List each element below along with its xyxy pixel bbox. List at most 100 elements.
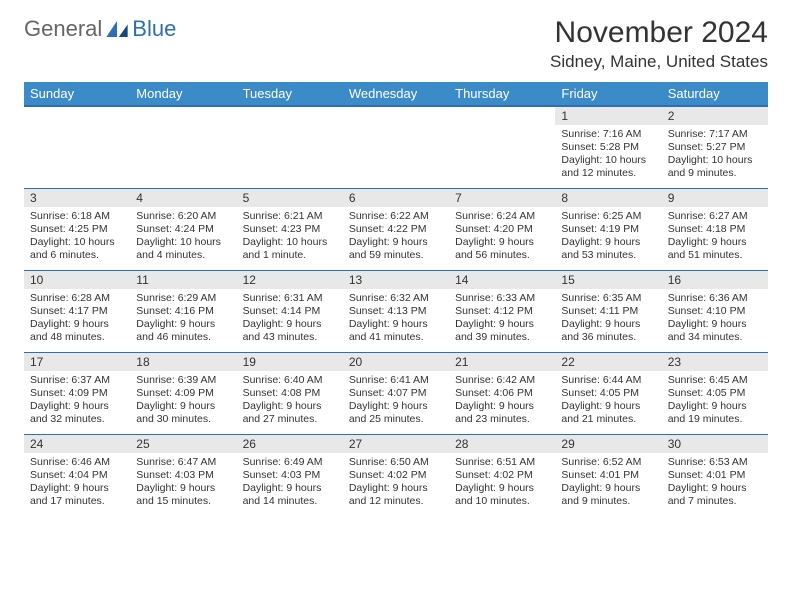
day-detail: Sunrise: 6:42 AMSunset: 4:06 PMDaylight:… (449, 371, 555, 431)
sunset-text: Sunset: 4:16 PM (136, 305, 230, 318)
sunset-text: Sunset: 4:25 PM (30, 223, 124, 236)
sunset-text: Sunset: 4:06 PM (455, 387, 549, 400)
sunrise-text: Sunrise: 6:20 AM (136, 210, 230, 223)
sunrise-text: Sunrise: 6:53 AM (668, 456, 762, 469)
day-detail: Sunrise: 6:33 AMSunset: 4:12 PMDaylight:… (449, 289, 555, 349)
day-detail: Sunrise: 6:18 AMSunset: 4:25 PMDaylight:… (24, 207, 130, 267)
day-number: 14 (449, 271, 555, 289)
sunset-text: Sunset: 4:10 PM (668, 305, 762, 318)
calendar-cell: 9Sunrise: 6:27 AMSunset: 4:18 PMDaylight… (662, 188, 768, 270)
sunrise-text: Sunrise: 6:28 AM (30, 292, 124, 305)
day-detail: Sunrise: 6:22 AMSunset: 4:22 PMDaylight:… (343, 207, 449, 267)
sunrise-text: Sunrise: 6:46 AM (30, 456, 124, 469)
calendar-week: .....1Sunrise: 7:16 AMSunset: 5:28 PMDay… (24, 106, 768, 188)
sunset-text: Sunset: 4:18 PM (668, 223, 762, 236)
day-header: Tuesday (237, 82, 343, 106)
calendar-cell: 4Sunrise: 6:20 AMSunset: 4:24 PMDaylight… (130, 188, 236, 270)
day-detail: Sunrise: 6:49 AMSunset: 4:03 PMDaylight:… (237, 453, 343, 513)
calendar-cell: . (237, 106, 343, 188)
calendar-cell: 26Sunrise: 6:49 AMSunset: 4:03 PMDayligh… (237, 434, 343, 516)
sunrise-text: Sunrise: 6:41 AM (349, 374, 443, 387)
sunset-text: Sunset: 5:27 PM (668, 141, 762, 154)
daylight-text: Daylight: 9 hours and 30 minutes. (136, 400, 230, 426)
calendar-table: SundayMondayTuesdayWednesdayThursdayFrid… (24, 82, 768, 516)
sunset-text: Sunset: 4:12 PM (455, 305, 549, 318)
daylight-text: Daylight: 9 hours and 48 minutes. (30, 318, 124, 344)
calendar-cell: 16Sunrise: 6:36 AMSunset: 4:10 PMDayligh… (662, 270, 768, 352)
page-title: November 2024 (550, 16, 768, 50)
day-number: 28 (449, 435, 555, 453)
sunset-text: Sunset: 4:03 PM (136, 469, 230, 482)
day-number: 27 (343, 435, 449, 453)
daylight-text: Daylight: 9 hours and 53 minutes. (561, 236, 655, 262)
calendar-cell: 22Sunrise: 6:44 AMSunset: 4:05 PMDayligh… (555, 352, 661, 434)
sunset-text: Sunset: 4:03 PM (243, 469, 337, 482)
sunrise-text: Sunrise: 6:35 AM (561, 292, 655, 305)
calendar-cell: 21Sunrise: 6:42 AMSunset: 4:06 PMDayligh… (449, 352, 555, 434)
daylight-text: Daylight: 9 hours and 41 minutes. (349, 318, 443, 344)
daylight-text: Daylight: 9 hours and 51 minutes. (668, 236, 762, 262)
day-detail: Sunrise: 7:17 AMSunset: 5:27 PMDaylight:… (662, 125, 768, 185)
daylight-text: Daylight: 10 hours and 9 minutes. (668, 154, 762, 180)
day-number: 3 (24, 189, 130, 207)
sunset-text: Sunset: 4:17 PM (30, 305, 124, 318)
calendar-header: SundayMondayTuesdayWednesdayThursdayFrid… (24, 82, 768, 106)
calendar-cell: . (343, 106, 449, 188)
sunrise-text: Sunrise: 6:45 AM (668, 374, 762, 387)
day-number: 7 (449, 189, 555, 207)
day-number: 26 (237, 435, 343, 453)
day-number: 2 (662, 107, 768, 125)
daylight-text: Daylight: 9 hours and 25 minutes. (349, 400, 443, 426)
calendar-cell: 14Sunrise: 6:33 AMSunset: 4:12 PMDayligh… (449, 270, 555, 352)
day-detail: Sunrise: 6:47 AMSunset: 4:03 PMDaylight:… (130, 453, 236, 513)
location-label: Sidney, Maine, United States (550, 52, 768, 72)
daylight-text: Daylight: 10 hours and 1 minute. (243, 236, 337, 262)
day-number: 12 (237, 271, 343, 289)
sunrise-text: Sunrise: 6:25 AM (561, 210, 655, 223)
day-detail: Sunrise: 6:36 AMSunset: 4:10 PMDaylight:… (662, 289, 768, 349)
day-number: 11 (130, 271, 236, 289)
daylight-text: Daylight: 9 hours and 36 minutes. (561, 318, 655, 344)
sunset-text: Sunset: 4:09 PM (136, 387, 230, 400)
day-detail: Sunrise: 6:31 AMSunset: 4:14 PMDaylight:… (237, 289, 343, 349)
sunrise-text: Sunrise: 6:31 AM (243, 292, 337, 305)
day-number: 18 (130, 353, 236, 371)
daylight-text: Daylight: 9 hours and 43 minutes. (243, 318, 337, 344)
day-number: 4 (130, 189, 236, 207)
calendar-cell: . (24, 106, 130, 188)
sunset-text: Sunset: 4:14 PM (243, 305, 337, 318)
sunrise-text: Sunrise: 6:33 AM (455, 292, 549, 305)
calendar-cell: 5Sunrise: 6:21 AMSunset: 4:23 PMDaylight… (237, 188, 343, 270)
day-header: Friday (555, 82, 661, 106)
sunset-text: Sunset: 4:13 PM (349, 305, 443, 318)
sunset-text: Sunset: 5:28 PM (561, 141, 655, 154)
sunrise-text: Sunrise: 6:50 AM (349, 456, 443, 469)
day-number: 13 (343, 271, 449, 289)
daylight-text: Daylight: 9 hours and 15 minutes. (136, 482, 230, 508)
calendar-cell: 15Sunrise: 6:35 AMSunset: 4:11 PMDayligh… (555, 270, 661, 352)
daylight-text: Daylight: 9 hours and 39 minutes. (455, 318, 549, 344)
sunrise-text: Sunrise: 6:36 AM (668, 292, 762, 305)
calendar-cell: 1Sunrise: 7:16 AMSunset: 5:28 PMDaylight… (555, 106, 661, 188)
sunset-text: Sunset: 4:20 PM (455, 223, 549, 236)
calendar-cell: 6Sunrise: 6:22 AMSunset: 4:22 PMDaylight… (343, 188, 449, 270)
calendar-cell: 17Sunrise: 6:37 AMSunset: 4:09 PMDayligh… (24, 352, 130, 434)
daylight-text: Daylight: 9 hours and 34 minutes. (668, 318, 762, 344)
day-detail: Sunrise: 6:37 AMSunset: 4:09 PMDaylight:… (24, 371, 130, 431)
calendar-cell: 29Sunrise: 6:52 AMSunset: 4:01 PMDayligh… (555, 434, 661, 516)
sunrise-text: Sunrise: 6:37 AM (30, 374, 124, 387)
daylight-text: Daylight: 9 hours and 14 minutes. (243, 482, 337, 508)
day-header: Sunday (24, 82, 130, 106)
day-number: 21 (449, 353, 555, 371)
day-detail: Sunrise: 6:40 AMSunset: 4:08 PMDaylight:… (237, 371, 343, 431)
day-detail: Sunrise: 6:29 AMSunset: 4:16 PMDaylight:… (130, 289, 236, 349)
day-number: 29 (555, 435, 661, 453)
day-number: 8 (555, 189, 661, 207)
daylight-text: Daylight: 9 hours and 23 minutes. (455, 400, 549, 426)
daylight-text: Daylight: 9 hours and 46 minutes. (136, 318, 230, 344)
header: General Blue November 2024 Sidney, Maine… (24, 16, 768, 72)
sunset-text: Sunset: 4:23 PM (243, 223, 337, 236)
day-detail: Sunrise: 6:20 AMSunset: 4:24 PMDaylight:… (130, 207, 236, 267)
daylight-text: Daylight: 9 hours and 56 minutes. (455, 236, 549, 262)
day-detail: Sunrise: 6:45 AMSunset: 4:05 PMDaylight:… (662, 371, 768, 431)
